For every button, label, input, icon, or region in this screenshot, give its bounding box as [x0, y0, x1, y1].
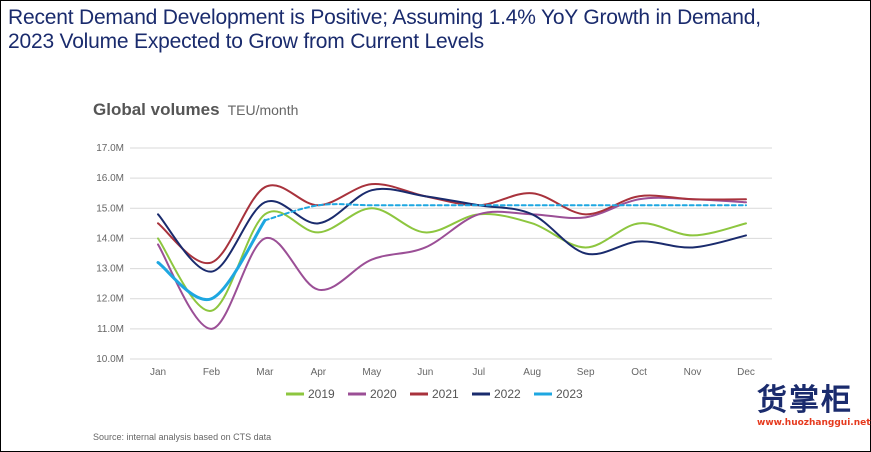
y-tick-label: 10.0M: [96, 354, 124, 365]
chart-unit: TEU/month: [227, 102, 299, 118]
y-tick-label: 12.0M: [96, 294, 124, 305]
x-axis-tick-labels: Jan Feb Mar Apr May Jun Jul Aug Sep Oct Nov Dec: [150, 367, 755, 378]
chart-title: Global volumes TEU/month: [93, 100, 298, 120]
x-tick-label: Sep: [577, 367, 595, 378]
x-tick-label: Feb: [203, 367, 221, 378]
x-tick-label: Jul: [472, 367, 485, 378]
y-axis-tick-labels: 17.0M 16.0M 15.0M 14.0M 13.0M 12.0M 11.0M 10.0M: [96, 143, 124, 365]
series-line-2023: [156, 218, 267, 302]
watermark-logo: 货掌柜 www.huozhanggui.net: [757, 383, 871, 444]
legend-label-2019: 2019: [308, 387, 335, 401]
x-tick-label: Dec: [737, 367, 755, 378]
chart-title-text: Global volumes: [93, 100, 220, 119]
watermark-url: www.huozhanggui.net: [757, 418, 871, 428]
watermark-chars: 货掌柜: [757, 383, 853, 418]
x-tick-label: Aug: [523, 367, 541, 378]
y-tick-label: 17.0M: [96, 143, 124, 154]
x-tick-label: Mar: [256, 367, 274, 378]
legend-label-2020: 2020: [370, 387, 397, 401]
y-tick-label: 14.0M: [96, 233, 124, 244]
legend-label-2023: 2023: [556, 387, 583, 401]
x-tick-label: Oct: [631, 367, 647, 378]
series-lines: [156, 183, 747, 330]
gridlines: [130, 147, 772, 360]
x-tick-label: Nov: [684, 367, 702, 378]
y-tick-label: 15.0M: [96, 203, 124, 214]
headline-line-2: 2023 Volume Expected to Grow from Curren…: [8, 30, 484, 53]
legend-label-2021: 2021: [432, 387, 459, 401]
y-tick-label: 11.0M: [97, 324, 124, 335]
legend-label-2022: 2022: [494, 387, 521, 401]
x-tick-label: Jun: [417, 367, 433, 378]
source-note: Source: internal analysis based on CTS d…: [93, 432, 272, 442]
slide-headline: Recent Demand Development is Positive; A…: [8, 6, 858, 54]
series-line-2022: [157, 187, 747, 273]
x-tick-label: Jan: [150, 367, 166, 378]
series-line-2023-projection: [263, 203, 747, 222]
y-tick-label: 16.0M: [96, 173, 124, 184]
x-tick-label: Apr: [311, 367, 327, 378]
x-tick-label: May: [362, 367, 381, 378]
legend: 2019 2020 2021 2022 2023: [286, 387, 583, 401]
y-tick-label: 13.0M: [96, 264, 124, 275]
series-line-2020: [157, 196, 747, 330]
headline-line-1: Recent Demand Development is Positive; A…: [8, 6, 761, 29]
